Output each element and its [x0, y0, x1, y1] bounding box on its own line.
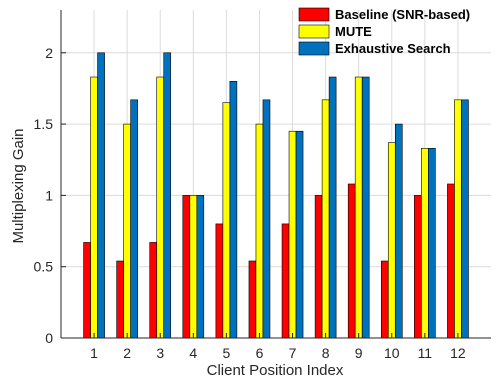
- bar-series-3-cat-1: [97, 52, 105, 339]
- bar-series-2-cat-5: [222, 102, 231, 339]
- bar-series-3-cat-6: [262, 99, 271, 339]
- legend-swatch-3: [298, 41, 330, 56]
- bar-series-3-cat-12: [461, 99, 469, 339]
- bar-series-1-cat-10: [380, 260, 389, 339]
- legend-swatch-1: [298, 7, 330, 22]
- bar-series-2-cat-8: [321, 99, 330, 339]
- y-tick-label: 2: [45, 45, 53, 61]
- bar-series-1-cat-7: [281, 223, 290, 339]
- bar-series-2-cat-7: [288, 130, 297, 339]
- y-tick-label: 1.5: [34, 116, 54, 132]
- x-tick-label: 5: [222, 345, 230, 361]
- axes: 00.511.521 2 3 4 5 6 7 8 9 10 11 12: [34, 10, 491, 361]
- y-tick-label: 1: [45, 187, 53, 203]
- bar-series-3-cat-2: [130, 99, 138, 339]
- bar-series-3-cat-11: [428, 148, 436, 339]
- bar-series-1-cat-2: [116, 260, 124, 339]
- bar-series-2-cat-12: [454, 99, 462, 339]
- bar-series-2-cat-11: [421, 148, 429, 339]
- bar-series-3-cat-3: [163, 52, 172, 339]
- x-tick-label: 12: [450, 345, 466, 361]
- bar-series-2-cat-2: [123, 123, 131, 339]
- bar-series-3-cat-10: [394, 123, 403, 339]
- bar-series-1-cat-8: [314, 195, 323, 339]
- x-tick-label: 4: [189, 345, 197, 361]
- bar-series-1-cat-11: [414, 195, 422, 339]
- x-tick-label: 6: [256, 345, 264, 361]
- x-axis-title: Client Position Index: [207, 362, 344, 379]
- legend-label-2: MUTE: [335, 24, 372, 39]
- bar-series-2-cat-10: [387, 142, 396, 339]
- bar-series-1-cat-1: [83, 242, 91, 339]
- legend-swatch-2: [298, 24, 330, 39]
- bar-series-3-cat-8: [328, 76, 337, 339]
- bar-series-3-cat-9: [361, 76, 370, 339]
- x-tick-label: 2: [123, 345, 131, 361]
- x-tick-label: 9: [355, 345, 363, 361]
- bar-series-3-cat-7: [295, 130, 304, 339]
- x-tick-label: 1: [90, 345, 98, 361]
- bar-series-2-cat-3: [156, 76, 165, 339]
- x-tick-label: 11: [418, 345, 433, 361]
- bar-series-1-cat-6: [248, 260, 257, 339]
- bar-series-2-cat-6: [255, 123, 264, 339]
- bars: [83, 52, 469, 339]
- bar-series-1-cat-3: [149, 242, 158, 339]
- bar-series-3-cat-5: [229, 81, 238, 339]
- bar-series-2-cat-1: [90, 76, 98, 339]
- legend: Baseline (SNR-based) MUTE Exhaustive Searc…: [298, 7, 470, 56]
- y-tick-label: 0: [45, 330, 53, 346]
- y-tick-label: 0.5: [34, 259, 54, 275]
- y-axis-title: Multiplexing Gain: [10, 128, 27, 243]
- bar-series-2-cat-4: [189, 195, 198, 339]
- bar-series-1-cat-5: [215, 223, 224, 339]
- legend-label-3: Exhaustive Search: [335, 41, 451, 56]
- bar-series-1-cat-4: [182, 195, 191, 339]
- x-tick-label: 8: [322, 345, 330, 361]
- bar-series-1-cat-9: [347, 183, 356, 339]
- x-tick-label: 7: [289, 345, 297, 361]
- x-tick-label: 3: [156, 345, 164, 361]
- legend-label-1: Baseline (SNR-based): [335, 7, 470, 22]
- x-tick-label: 10: [384, 345, 400, 361]
- bar-series-3-cat-4: [196, 195, 205, 339]
- bar-series-2-cat-9: [354, 76, 363, 339]
- bar-series-1-cat-12: [447, 183, 455, 339]
